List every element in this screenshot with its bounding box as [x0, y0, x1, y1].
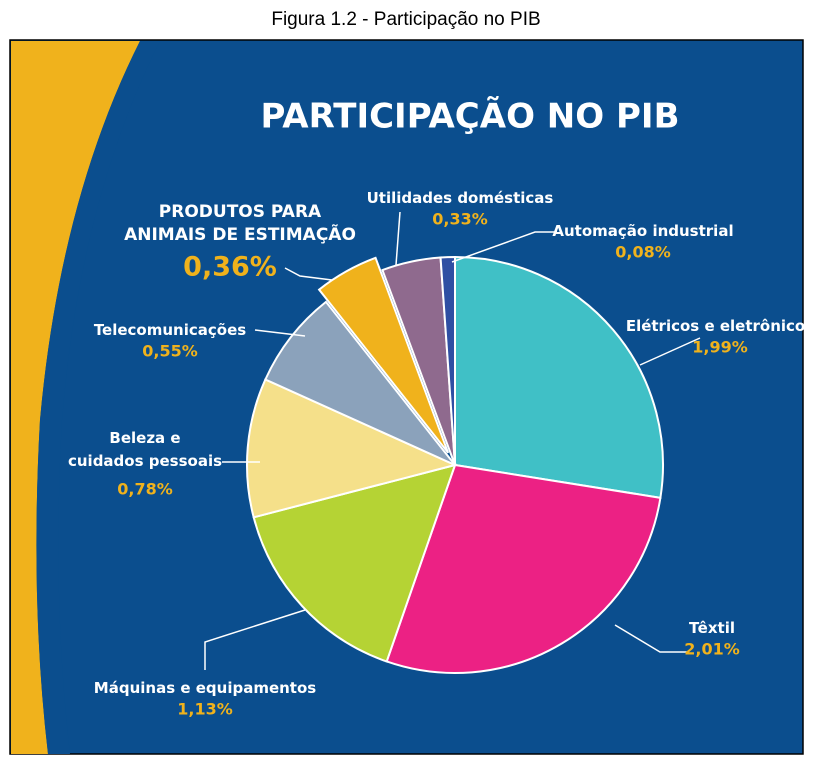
- leader-line: [204, 609, 306, 670]
- value-label: 1,13%: [177, 700, 233, 719]
- category-label: Automação industrial: [552, 222, 733, 240]
- leader-line: [254, 329, 306, 337]
- leader-line: [395, 211, 401, 266]
- leader-line: [284, 267, 333, 281]
- value-label: 0,78%: [117, 480, 173, 499]
- category-label: Telecomunicações: [94, 321, 246, 339]
- pie-slice: [264, 300, 456, 466]
- category-label: Beleza e cuidados pessoais: [68, 429, 222, 470]
- category-label: Elétricos e eletrônicos: [626, 317, 813, 335]
- value-label: 0,33%: [432, 210, 488, 229]
- value-label: 0,55%: [142, 342, 198, 361]
- category-label: Têxtil: [689, 619, 735, 637]
- pie-slice: [252, 463, 457, 663]
- swoosh-gap: [36, 41, 160, 754]
- pie-slice: [439, 255, 456, 466]
- category-label: PRODUTOS PARA ANIMAIS DE ESTIMAÇÃO: [124, 202, 356, 245]
- chart-title: PARTICIPAÇÃO NO PIB: [260, 96, 679, 137]
- leader-line: [451, 231, 557, 263]
- value-label: 0,36%: [183, 252, 277, 283]
- category-label: Máquinas e equipamentos: [94, 679, 317, 697]
- caption: Figura 1.2 - Participação no PIB: [271, 9, 540, 30]
- swoosh: [11, 41, 140, 754]
- pie-slice: [317, 256, 450, 454]
- pie-slice: [246, 378, 458, 519]
- leader-line: [639, 337, 701, 366]
- pie-slice: [385, 463, 662, 674]
- leader-line: [614, 624, 688, 653]
- pie-slice: [454, 255, 664, 499]
- value-label: 2,01%: [684, 640, 740, 659]
- value-label: 0,08%: [615, 243, 671, 262]
- category-label: Utilidades domésticas: [367, 189, 554, 207]
- value-label: 1,99%: [692, 338, 748, 357]
